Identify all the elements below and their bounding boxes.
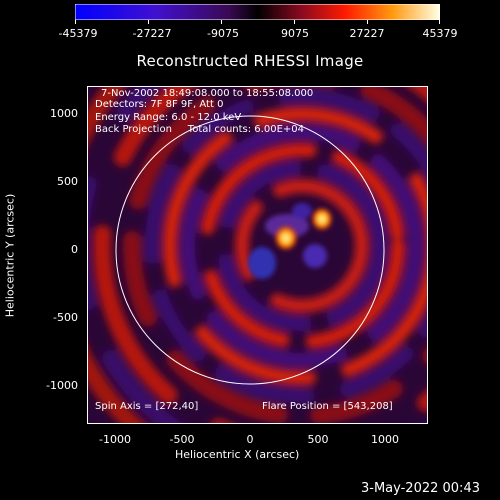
colorbar-label: 9075 xyxy=(281,27,309,40)
colorbar-tick xyxy=(294,20,295,24)
flare-position-text: Flare Position = [543,208] xyxy=(262,401,393,412)
x-tick-label: -500 xyxy=(169,433,195,446)
colorbar-label: -45379 xyxy=(58,27,98,40)
colorbar-label: -9075 xyxy=(207,27,239,40)
colorbar-label: -27227 xyxy=(132,27,172,40)
rhessi-image xyxy=(87,86,428,424)
colorbar-tick xyxy=(367,20,368,24)
y-tick-label: 1000 xyxy=(50,107,78,120)
energy-range-text: Energy Range: 6.0 - 12.0 keV xyxy=(95,112,242,123)
rhessi-image-canvas xyxy=(87,86,428,424)
detectors-text: Detectors: 7F 8F 9F, Att 0 xyxy=(95,99,224,110)
x-tick-label: 1000 xyxy=(371,433,399,446)
colorbar xyxy=(75,4,440,20)
colorbar-label: 45379 xyxy=(422,27,458,40)
image-title: Reconstructed RHESSI Image xyxy=(136,52,364,70)
footer-date: 3-May-2022 00:43 xyxy=(361,481,480,496)
colorbar-tick xyxy=(75,20,76,24)
colorbar-label: 27227 xyxy=(349,27,385,40)
x-tick-label: 0 xyxy=(246,433,254,446)
y-tick-label: -1000 xyxy=(46,379,78,392)
x-axis-label: Heliocentric X (arcsec) xyxy=(175,448,300,461)
spin-axis-text: Spin Axis = [272,40] xyxy=(95,401,199,412)
y-tick-label: 500 xyxy=(57,175,78,188)
colorbar-tick xyxy=(148,20,149,24)
y-tick-label: 0 xyxy=(71,243,78,256)
time-range-text: 7-Nov-2002 18:49:08.000 to 18:55:08.000 xyxy=(101,88,314,99)
x-tick-label: 500 xyxy=(307,433,329,446)
colorbar-tick xyxy=(439,20,440,24)
x-tick-label: -1000 xyxy=(99,433,131,446)
colorbar-tick xyxy=(221,20,222,24)
y-tick-label: -500 xyxy=(53,311,78,324)
method-counts-text: Back Projection Total counts: 6.00E+04 xyxy=(95,124,304,135)
y-axis-label: Heliocentric Y (arcsec) xyxy=(3,193,17,318)
